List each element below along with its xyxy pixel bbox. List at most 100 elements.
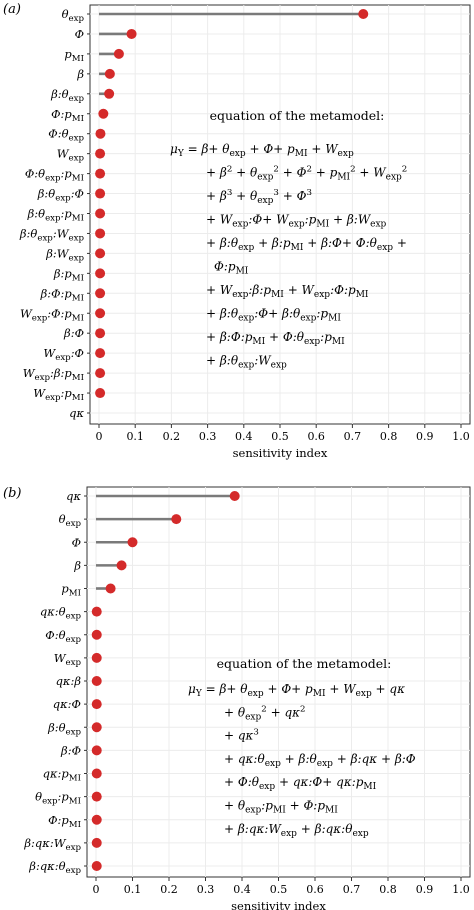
equation-line: + β:θexp:Wexp	[206, 354, 287, 371]
y-tick-label: Wexp:β:pMI	[23, 366, 84, 383]
y-tick-label: Φ:θexp:pMI	[25, 167, 84, 184]
equation-line: + β:Φ:pMI + Φ:θexp:pMI	[206, 330, 345, 347]
lollipop-point	[95, 308, 106, 319]
lollipop-point	[91, 629, 102, 640]
lollipop-point	[358, 9, 369, 19]
x-tick-label: 0.3	[197, 883, 215, 896]
y-tick-label: qκ:pMI	[43, 767, 81, 784]
lollipop-point	[171, 514, 182, 525]
lollipop-point	[104, 68, 115, 79]
x-tick-label: 0.5	[271, 430, 289, 443]
y-tick-label: β:qκ:θexp	[28, 859, 81, 876]
x-axis-title: sensitivity index	[231, 899, 326, 910]
equation-line: + qκ:θexp + β:θexp + β:qκ + β:Φ	[224, 752, 416, 769]
y-tick-label: θexp	[59, 512, 82, 529]
equation-line: + β:θexp + β:pMI + β:Φ+ Φ:θexp +	[206, 236, 407, 253]
y-tick-label: θexp	[62, 7, 85, 24]
y-tick-label: β:qκ:Wexp	[23, 836, 81, 853]
lollipop-point	[95, 128, 106, 139]
x-tick-label: 0	[96, 430, 103, 443]
y-tick-label: qκ:β	[56, 674, 82, 688]
lollipop-point	[91, 745, 102, 756]
equation-line: + Wexp:Φ+ Wexp:pMI + β:Wexp	[206, 213, 387, 230]
y-tick-label: Φ:pMI	[51, 107, 84, 124]
lollipop-point	[95, 228, 106, 239]
y-tick-label: β:θexp:Φ	[37, 187, 84, 204]
x-tick-label: 0.3	[199, 430, 217, 443]
y-tick-label: Φ	[75, 27, 84, 41]
equation-line: + β2 + θexp2 + Φ2 + pMI2 + Wexp2	[206, 165, 407, 183]
x-tick-label: 0.2	[163, 430, 181, 443]
panel-label: (b)	[3, 486, 21, 501]
y-tick-label: β:Φ	[60, 743, 81, 757]
lollipop-point	[229, 491, 240, 501]
y-tick-label: θexp:pMI	[35, 790, 81, 807]
x-tick-label: 0.9	[416, 883, 434, 896]
equation-line: + qκ3	[224, 728, 259, 743]
lollipop-point	[91, 768, 102, 779]
x-tick-label: 0.9	[416, 430, 434, 443]
panel-b: (b) 0 0.1 0.2 0.3 0.4 0.5 0.6 0.7 0.8 0.9 1.0 sensit…	[3, 486, 471, 910]
y-tick-label: β:pMI	[53, 266, 84, 283]
x-tick-label: 0.1	[126, 430, 144, 443]
x-axis-title: sensitivity index	[233, 446, 328, 460]
y-tick-label: β:θexp	[50, 87, 84, 104]
panel-label: (a)	[3, 2, 21, 17]
equation-line: + Φ:θexp + qκ:Φ+ qκ:pMI	[224, 775, 377, 792]
y-tick-label: Wexp:Φ	[43, 346, 84, 363]
lollipop-point	[98, 108, 109, 119]
y-tick-label: Wexp	[54, 651, 82, 668]
x-tick-label: 1.0	[452, 430, 470, 443]
lollipop-point	[127, 537, 138, 548]
lollipop-point	[91, 791, 102, 802]
lollipop-point	[91, 606, 102, 617]
lollipop-point	[105, 583, 116, 594]
lollipop-point	[95, 188, 106, 199]
x-tick-label: 0.1	[124, 883, 142, 896]
lollipop-point	[95, 348, 106, 359]
equation-line: + θexp2 + qκ2	[224, 704, 306, 722]
x-tick-label: 0.6	[306, 883, 324, 896]
equation-line: + β3 + θexp3 + Φ3	[206, 188, 312, 206]
x-tick-label: 0	[93, 883, 100, 896]
y-tick-label: Φ:θexp	[48, 127, 84, 144]
y-tick-label: β:Φ:pMI	[40, 286, 84, 303]
y-tick-label: Φ	[72, 535, 81, 549]
panel-a: (a) 0 0.1 0.2 0.3 0.4 0.5 0.6 0.7 0.8 0.9 1.0 sensit…	[3, 2, 471, 460]
y-tick-label: β	[76, 67, 84, 81]
y-tick-label: β	[73, 558, 81, 572]
x-tick-label: 0.6	[307, 430, 325, 443]
equation-title: equation of the metamodel:	[210, 108, 385, 123]
y-tick-label: β:θexp:Wexp	[19, 226, 85, 243]
lollipop-point	[91, 676, 102, 686]
y-tick-label: β:θexp:pMI	[27, 207, 84, 224]
gridlines	[87, 487, 470, 877]
lollipop-point	[91, 699, 102, 710]
x-tick-label: 0.2	[160, 883, 178, 896]
lollipop-point	[126, 28, 137, 39]
lollipop-point	[95, 148, 106, 159]
lollipop-point	[91, 652, 102, 663]
y-tick-label: qκ	[69, 406, 84, 420]
x-tick-label: 1.0	[452, 883, 470, 896]
y-tick-label: Wexp	[57, 147, 85, 164]
lollipop-point	[95, 328, 106, 339]
y-tick-label: Wexp:Φ:pMI	[20, 306, 84, 323]
lollipop-point	[91, 861, 102, 871]
equation-line: + θexp:pMI + Φ:pMI	[224, 799, 338, 816]
equation-line: μY = β+ θexp + Φ+ pMI + Wexp + qκ	[188, 682, 405, 699]
lollipop-point	[91, 814, 102, 825]
lollipop-point	[116, 560, 127, 571]
x-tick-label: 0.7	[344, 430, 362, 443]
x-tick-label: 0.4	[233, 883, 251, 896]
equation-title: equation of the metamodel:	[217, 656, 392, 671]
x-tick-label: 0.7	[343, 883, 361, 896]
lollipop-point	[95, 208, 106, 219]
lollipop-point	[95, 268, 106, 279]
y-tick-label: qκ:Φ	[53, 697, 81, 711]
y-tick-label: Wexp:pMI	[33, 386, 84, 403]
lollipop-point	[113, 48, 124, 59]
x-tick-label: 0.8	[379, 883, 397, 896]
y-tick-label: β:Φ	[63, 326, 84, 340]
